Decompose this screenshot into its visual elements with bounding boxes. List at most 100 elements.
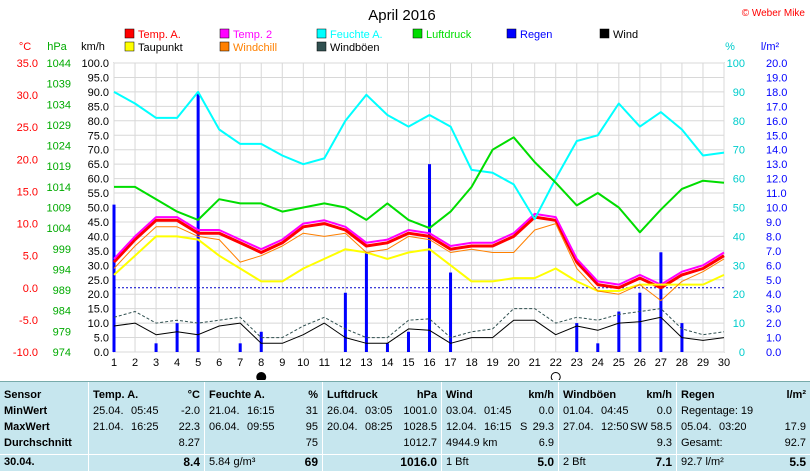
x-axis-tick: 14: [381, 357, 393, 369]
rain-axis-tick: 2.0: [766, 318, 781, 330]
plot-area: 35.030.025.020.015.010.05.00.0-5.0-10.01…: [13, 58, 787, 380]
gust-avg-value: 9.3: [656, 437, 672, 449]
legend-label: Temp. A.: [138, 29, 181, 41]
rain-current-total: 92.7 l/m²: [681, 456, 724, 468]
wind-bft: 1 Bft: [446, 456, 469, 468]
rain-axis-tick: 10.0: [766, 203, 787, 215]
series-line-windb-en: [113, 308, 725, 339]
temp-unit: °C: [187, 389, 200, 401]
press-avg-value: 1012.7: [403, 437, 437, 449]
temp-axis-tick: 30.0: [17, 90, 38, 102]
hum-max-time: 09:55: [247, 421, 275, 433]
wind-axis-tick: 65.0: [88, 159, 109, 171]
pressure-axis-tick: 994: [53, 264, 71, 276]
rain-axis-tick: 18.0: [766, 87, 787, 99]
rain-bar: [112, 204, 116, 352]
hum-title: Feuchte A.: [209, 389, 265, 401]
legend-label: Temp. 2: [233, 29, 272, 41]
hum-avg-value: 75: [305, 437, 318, 449]
gust-min-time: 04:45: [601, 405, 629, 417]
rain-axis-tick: 20.0: [766, 58, 787, 70]
x-axis-tick: 10: [297, 357, 309, 369]
gust-max-time: 12:50: [601, 421, 629, 433]
rain-axis-tick: 3.0: [766, 304, 781, 316]
series-line-windchill: [113, 223, 725, 302]
humidity-axis-unit: %: [725, 41, 735, 53]
pressure-axis-tick: 999: [53, 244, 71, 256]
x-axis-tick: 18: [465, 357, 477, 369]
temp-max-time: 16:25: [131, 421, 159, 433]
pressure-axis-tick: 1024: [47, 141, 71, 153]
press-min-value: 1001.0: [403, 405, 437, 417]
rain-bar: [364, 252, 368, 352]
press-unit: hPa: [416, 389, 437, 401]
pressure-axis-tick: 1039: [47, 79, 71, 91]
legend-label: Luftdruck: [426, 29, 472, 41]
rain-bar: [638, 292, 642, 352]
rain-bar: [196, 93, 200, 352]
moon-phase-icon: [550, 372, 561, 380]
legend-swatch: [219, 28, 230, 39]
x-axis-tick: 28: [676, 357, 688, 369]
temp-axis-tick: 20.0: [17, 154, 38, 166]
rain-axis-tick: 8.0: [766, 231, 781, 243]
series-line-temp-2: [113, 212, 725, 286]
rain-days: Regentage: 19: [681, 405, 754, 417]
x-axis-tick: 1: [111, 357, 117, 369]
rain-bar: [659, 252, 663, 352]
series-line-taupunkt: [113, 235, 725, 292]
rain-bar: [238, 343, 242, 352]
legend-label: Feuchte A.: [330, 29, 383, 41]
temp-avg-value: 8.27: [178, 437, 200, 449]
wind-axis-tick: 80.0: [88, 116, 109, 128]
rain-max-date: 05.04.: [681, 421, 712, 433]
rain-bar: [175, 323, 179, 352]
x-axis-tick: 17: [444, 357, 456, 369]
x-axis-tick: 29: [697, 357, 709, 369]
wind-axis-tick: 30.0: [88, 260, 109, 272]
wind-max-direction: S: [520, 421, 528, 433]
rain-current-value: 5.5: [789, 455, 806, 469]
legend-swatch: [124, 41, 135, 52]
wind-axis-tick: 90.0: [88, 87, 109, 99]
temp-min-date: 25.04.: [93, 405, 124, 417]
gust-bft: 2 Bft: [563, 456, 586, 468]
humidity-axis-tick: 20: [733, 289, 745, 301]
x-axis-tick: 19: [486, 357, 498, 369]
humidity-axis-tick: 30: [733, 260, 745, 272]
rain-axis-tick: 14.0: [766, 145, 787, 157]
wind-max-time: 16:15: [484, 421, 512, 433]
rain-axis-tick: 4.0: [766, 289, 781, 301]
sensor-title: Sensor: [4, 389, 42, 401]
wind-axis-tick: 35.0: [88, 246, 109, 258]
x-axis-tick: 26: [634, 357, 646, 369]
gust-max-date: 27.04.: [563, 421, 594, 433]
wind-min-time: 01:45: [484, 405, 512, 417]
wind-axis-tick: 25.0: [88, 275, 109, 287]
wind-max-date: 12.04.: [446, 421, 477, 433]
rain-axis-tick: 1.0: [766, 333, 781, 345]
rain-bar: [617, 311, 621, 352]
x-axis-tick: 13: [360, 357, 372, 369]
rain-total-label: Gesamt:: [681, 437, 723, 449]
wind-min-value: 0.0: [538, 405, 554, 417]
x-axis-tick: 4: [174, 357, 180, 369]
wind-axis-tick: 15.0: [88, 304, 109, 316]
x-axis-tick: 20: [508, 357, 520, 369]
minwert-label: MinWert: [4, 405, 48, 417]
hum-min-date: 21.04.: [209, 405, 240, 417]
stats-temp-column: Temp. A. °C 25.04. 05:45 -2.0 21.04. 16:25 22…: [89, 382, 204, 472]
press-max-time: 08:25: [365, 421, 393, 433]
legend-label: Wind: [613, 29, 638, 41]
rain-bar: [596, 343, 600, 352]
temp-axis-tick: 10.0: [17, 219, 38, 231]
humidity-axis-tick: 40: [733, 231, 745, 243]
legend-label: Regen: [520, 29, 552, 41]
press-min-time: 03:05: [365, 405, 393, 417]
rain-axis-tick: 12.0: [766, 174, 787, 186]
wind-axis-tick: 70.0: [88, 145, 109, 157]
humidity-axis-tick: 0: [739, 347, 745, 359]
rain-axis-tick: 7.0: [766, 246, 781, 258]
rain-axis-tick: 5.0: [766, 275, 781, 287]
x-axis-tick: 22: [550, 357, 562, 369]
